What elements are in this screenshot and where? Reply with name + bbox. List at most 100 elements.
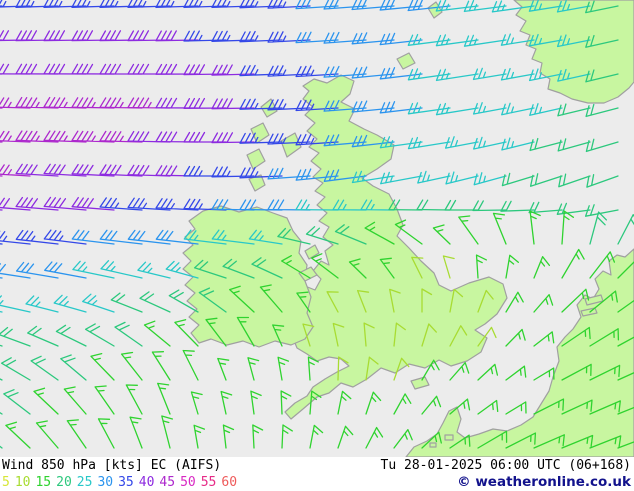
wind-barb [449,288,464,313]
wind-barb [311,253,339,279]
wind-barb [393,393,412,415]
wind-barb [505,328,526,347]
wind-barb [174,319,199,347]
wind-barb [337,425,354,449]
wind-barb [557,103,591,117]
wind-barb [365,391,382,415]
wind-barb [127,197,171,211]
wind-barb [585,69,619,83]
wind-barb [43,30,87,42]
legend-value-20: 20 [56,475,72,490]
wind-barb [165,260,199,279]
wind-barb [505,254,519,279]
wind-barb [15,130,59,143]
wind-barb [211,199,255,211]
wind-barb [281,255,311,279]
wind-barb [248,229,283,245]
wind-barb [617,336,634,347]
wind-barb [505,401,527,415]
legend-value-10: 10 [14,475,31,490]
wind-barb [15,229,59,245]
wind-barb [589,290,618,313]
wind-barb [155,30,199,42]
footer-bar: Wind 850 hPa [kts] EC (AIFS) Tu 28-01-20… [0,457,634,490]
wind-barb [183,0,227,9]
wind-barb [442,255,455,279]
wind-barb [379,67,423,80]
wind-barb [309,424,324,449]
wind-barb [211,98,255,110]
wind-map[interactable] [0,0,634,457]
wind-barb [444,199,479,211]
wind-speed-legend: 5 10 15 20 25 30 35 40 45 50 55 60 [2,475,242,491]
wind-barb [239,98,283,110]
wind-barb [99,97,143,109]
wind-barb [0,326,31,347]
wind-barb [183,64,227,76]
wind-barb [421,288,433,313]
wind-barb [71,0,115,8]
wind-barb [127,0,171,8]
wind-barb [444,136,479,149]
wind-barb [421,323,437,347]
copyright: © weatheronline.co.uk [457,474,631,490]
wind-barb [155,198,199,211]
wind-barb [529,103,563,116]
wind-barb [99,0,143,8]
wind-barb [435,0,479,12]
wind-barb [407,136,451,150]
wind-barb [155,131,199,143]
wind-barb [157,382,171,415]
wind-barb [281,424,293,449]
wind-barb [25,295,59,313]
wind-barb [220,390,233,415]
wind-barb [411,256,424,279]
wind-barb [589,251,616,279]
wind-barb [505,291,524,313]
sea-background [0,0,634,457]
wind-barb [183,165,227,177]
island-anglesey [298,266,318,282]
wind-barb [143,320,171,347]
wind-barb [589,364,621,381]
wind-barb [211,64,255,76]
wind-barb [15,196,59,211]
wind-barb [500,33,535,46]
wind-barb [529,137,563,152]
legend-value-45: 45 [159,475,176,490]
wind-barb [475,254,488,279]
wind-barb [421,359,440,381]
wind-barb [585,103,619,118]
wind-barb [127,164,171,177]
legend-value-35: 35 [118,475,134,490]
wind-barb [15,63,59,75]
wind-barb [114,321,143,347]
wind-barb [463,34,507,47]
wind-barb [129,416,143,449]
wind-barb [259,284,283,313]
wind-barb [71,30,115,42]
wind-barb [533,294,554,313]
wind-barb [407,102,451,115]
wind-barb [323,65,367,78]
wind-barb [421,395,442,415]
wind-barb [295,65,339,78]
wind-barb [393,357,410,381]
wind-barb [155,0,199,9]
wind-barb [193,259,227,279]
wind-barb [155,63,199,75]
wind-barb [589,328,620,347]
wind-barb [53,294,87,313]
wind-barb [110,292,143,313]
wind-barb [561,363,592,381]
wind-barb [155,97,199,109]
wind-barb [558,173,591,188]
wind-barb [458,215,479,245]
wind-barb [72,260,115,279]
wind-barb [505,365,527,381]
wind-barb [529,210,541,245]
wind-barb [407,33,451,46]
wind-barb [155,229,199,245]
wind-barb [533,256,551,279]
wind-barb [305,226,339,245]
